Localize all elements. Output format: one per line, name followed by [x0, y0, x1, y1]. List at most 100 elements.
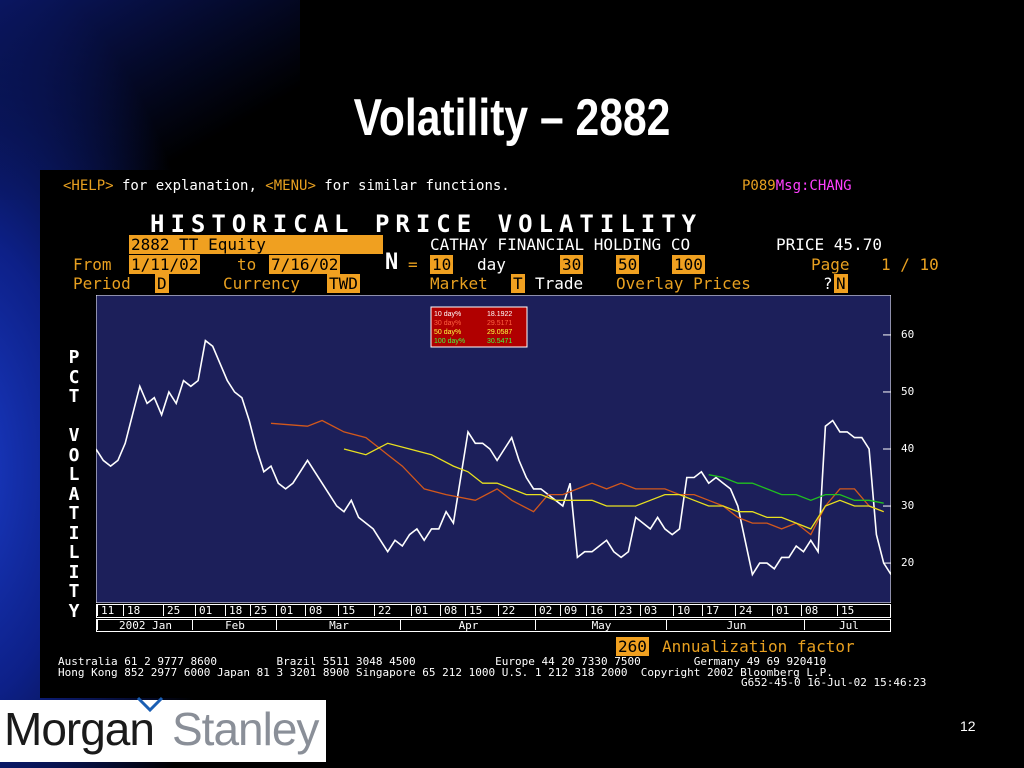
n-value-2[interactable]: 30: [560, 255, 584, 274]
x-tick-label: 03: [640, 604, 657, 617]
y-tick-label: 20: [901, 556, 915, 570]
x-axis-month-row: 2002 Jan Feb Mar Apr May Jun Jul: [96, 619, 891, 632]
message-indicator: P089Msg:CHANG: [742, 178, 852, 194]
logo-text-stanley: Stanley: [172, 703, 319, 755]
x-month-label: May: [535, 619, 667, 632]
help-text: for explanation,: [113, 178, 266, 194]
x-month-label: Mar: [276, 619, 401, 632]
legend-entry-name: 30 day%: [434, 320, 461, 327]
to-date-wrap: 7/16/02: [269, 255, 341, 274]
x-month-label: Jun: [666, 619, 806, 632]
x-month-label: Feb: [192, 619, 277, 632]
message-text: Msg:CHANG: [775, 178, 852, 194]
x-tick-label: 01: [411, 604, 428, 617]
x-tick-label: 02: [535, 604, 552, 617]
market-wrap: T: [511, 274, 525, 293]
security-field[interactable]: 2882 TT Equity: [129, 235, 383, 254]
trade-label: Trade: [535, 274, 584, 293]
n-value-2-wrap: 30: [560, 255, 584, 274]
x-tick-label: 01: [772, 604, 789, 617]
period-label: Period: [73, 274, 131, 293]
series-line-1: [96, 339, 891, 577]
logo-chevron-icon: [136, 696, 164, 713]
volatility-chart: 10 day% 18.1922 30 day% 29.5171 50 day% 29.05…: [96, 295, 891, 603]
currency-wrap: TWD: [327, 274, 360, 293]
screen-header-title: HISTORICAL PRICE VOLATILITY: [150, 210, 703, 238]
x-tick-label: 11: [97, 604, 114, 617]
x-month-label: Jul: [804, 619, 893, 632]
from-date-field[interactable]: 1/11/02: [129, 255, 201, 274]
y-axis-label-char: I: [68, 522, 80, 544]
x-month-label: Apr: [400, 619, 536, 632]
y-axis-label-char: A: [68, 483, 80, 505]
x-tick-label: 01: [195, 604, 212, 617]
y-tick-label: 50: [901, 384, 915, 398]
legend-box: [430, 306, 528, 348]
overlay-field[interactable]: N: [834, 274, 848, 293]
overlay-question: ?: [823, 274, 833, 293]
page-value: 1 / 10: [881, 255, 939, 274]
price-label: PRICE 45.70: [776, 235, 882, 254]
x-tick-label: 08: [801, 604, 818, 617]
day-label: day: [477, 255, 506, 274]
menu-text: for similar functions.: [315, 178, 510, 194]
n-equals: =: [408, 255, 418, 274]
to-date-field[interactable]: 7/16/02: [269, 255, 341, 274]
from-label: From: [73, 255, 112, 274]
y-axis-label-char: L: [68, 464, 80, 485]
menu-key[interactable]: <MENU>: [265, 178, 316, 194]
x-month-label: 2002 Jan: [97, 619, 193, 632]
period-wrap: D: [155, 274, 169, 293]
y-axis-label-char: Y: [68, 600, 80, 622]
currency-field[interactable]: TWD: [327, 274, 360, 293]
y-axis-label-char: T: [68, 581, 80, 602]
morgan-stanley-logo: Morgan Stanley: [0, 696, 326, 762]
period-field[interactable]: D: [155, 274, 169, 293]
n-value-3-wrap: 50: [616, 255, 640, 274]
y-tick-label: 30: [901, 499, 915, 513]
y-axis-label-char: V: [68, 425, 80, 446]
y-axis-label-char: [62, 407, 86, 427]
x-tick-label: 08: [440, 604, 457, 617]
x-tick-label: 25: [163, 604, 180, 617]
y-axis-label-char: T: [68, 386, 80, 407]
x-tick-label: 08: [305, 604, 322, 617]
company-name: CATHAY FINANCIAL HOLDING CO: [430, 235, 691, 254]
x-tick-label: 10: [673, 604, 690, 617]
y-axis-label-char: I: [68, 561, 80, 583]
n-value-4-wrap: 100: [672, 255, 705, 274]
footer-line-1: Australia 61 2 9777 8600 Brazil 5511 304…: [58, 655, 827, 668]
x-tick-label: 24: [735, 604, 752, 617]
logo-text-morgan: Morgan: [4, 703, 155, 755]
legend-entry-value: 30.5471: [487, 338, 512, 345]
y-tick-label: 40: [901, 442, 915, 455]
n-value-1-wrap: 10: [430, 255, 454, 274]
n-label: N: [385, 250, 399, 275]
series-line-4: [708, 474, 884, 504]
legend-entry-value: 29.0587: [487, 329, 512, 336]
x-tick-label: 15: [465, 604, 482, 617]
help-key[interactable]: <HELP>: [63, 178, 114, 194]
security-value[interactable]: 2882 TT Equity: [129, 235, 383, 254]
currency-label: Currency: [223, 274, 301, 293]
legend-entry-value: 29.5171: [487, 320, 512, 327]
to-label: to: [237, 255, 257, 274]
slide-title: Volatility – 2882: [353, 89, 671, 147]
annualization-wrap: 260: [616, 637, 649, 656]
x-tick-label: 23: [615, 604, 632, 617]
series-line-3: [343, 442, 884, 530]
y-axis-label-char: L: [68, 542, 80, 563]
x-tick-label: 22: [498, 604, 515, 617]
n-value-4[interactable]: 100: [672, 255, 705, 274]
x-tick-label: 22: [374, 604, 391, 617]
market-label: Market: [430, 274, 488, 293]
n-value-3[interactable]: 50: [616, 255, 640, 274]
legend-entry-name: 50 day%: [434, 329, 461, 336]
x-tick-label: 01: [276, 604, 293, 617]
market-field[interactable]: T: [511, 274, 525, 293]
x-axis-day-row: 11 18 25 01 18 25 01 08 15 22 01 08 15 22 02 09 16 23 03 10…: [96, 604, 891, 618]
n-value-1[interactable]: 10: [430, 255, 454, 274]
annualization-field[interactable]: 260: [616, 637, 649, 656]
x-tick-label: 15: [837, 604, 854, 617]
